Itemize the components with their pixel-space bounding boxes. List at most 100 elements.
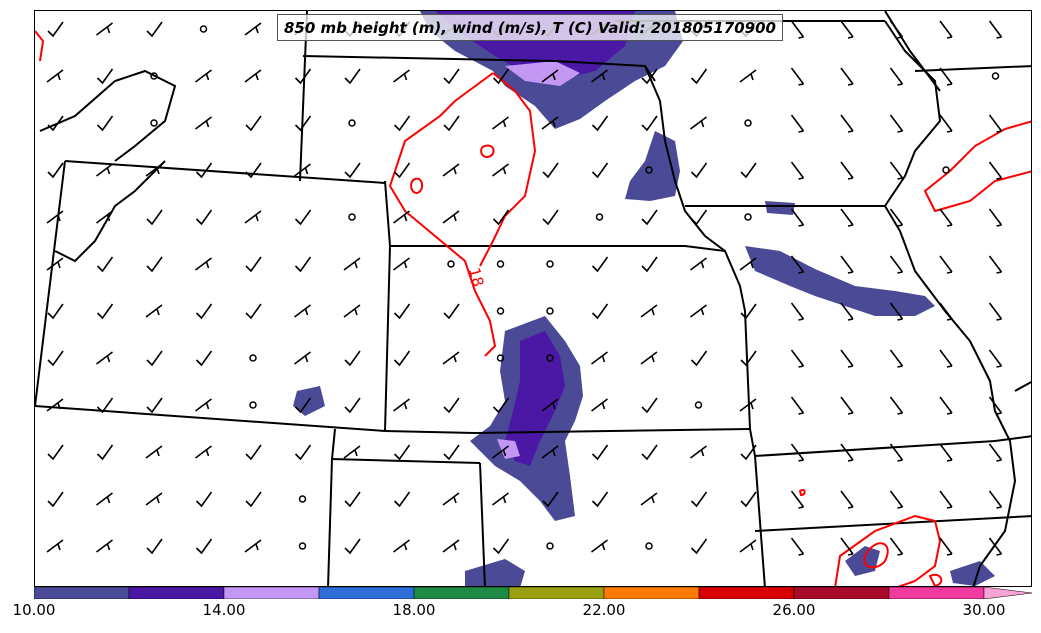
wind-barb xyxy=(145,304,163,318)
wind-barb xyxy=(344,397,361,414)
wind-barb xyxy=(988,161,1003,180)
wind-barb xyxy=(393,257,410,271)
wind-barb xyxy=(939,255,953,274)
wind-barb xyxy=(393,210,410,224)
wind-barb xyxy=(840,349,854,368)
shade-missouri-band xyxy=(745,246,935,316)
wind-barb xyxy=(641,115,658,132)
wind-barb xyxy=(790,537,805,556)
wind-barb xyxy=(96,303,114,320)
wind-barb xyxy=(988,349,1003,368)
wind-barb xyxy=(47,162,64,179)
calm-marker xyxy=(744,119,752,127)
contour-small-loop-a xyxy=(480,144,495,159)
wind-barb xyxy=(195,209,213,226)
wind-barb xyxy=(541,445,559,459)
wind-barb xyxy=(988,20,1003,39)
colorbar-bin xyxy=(603,587,700,599)
wind-barb xyxy=(393,69,410,83)
border-nw-lakes xyxy=(54,160,166,263)
wind-barb xyxy=(47,115,64,132)
wind-barb xyxy=(690,445,707,459)
wind-barb xyxy=(244,69,262,83)
colorbar xyxy=(34,587,1033,599)
calm-marker xyxy=(298,495,307,503)
wind-barb xyxy=(294,68,312,85)
wind-barb xyxy=(641,209,658,226)
temperature-contours xyxy=(35,30,1031,586)
wind-barb xyxy=(145,445,163,459)
colorbar-bin xyxy=(318,587,415,599)
colorbar-bin xyxy=(888,587,985,599)
wind-barb xyxy=(47,303,64,320)
wind-barb xyxy=(889,67,904,86)
wind-barb xyxy=(790,302,805,321)
wind-barb xyxy=(939,490,953,509)
wind-barb xyxy=(889,161,904,180)
wind-barb xyxy=(294,115,312,132)
wind-barb xyxy=(840,67,854,86)
wind-barb xyxy=(343,257,361,271)
wind-barb xyxy=(492,397,510,414)
wind-barb xyxy=(591,303,609,320)
calm-marker xyxy=(991,72,1000,80)
wind-barb xyxy=(146,256,163,273)
colorbar-bin xyxy=(223,587,320,599)
colorbar-label: 18.00 xyxy=(392,601,436,619)
wind-barb xyxy=(492,209,510,226)
wind-barb xyxy=(393,491,411,508)
wind-speed-shading xyxy=(293,11,995,586)
wind-barb xyxy=(640,492,658,506)
wind-barb xyxy=(690,491,708,508)
wind-barb xyxy=(393,539,410,553)
wind-barb xyxy=(790,255,805,274)
wind-barb xyxy=(591,539,608,553)
wind-barb xyxy=(591,256,609,273)
wind-barb xyxy=(542,209,559,226)
wind-barb xyxy=(96,397,114,414)
wind-barb xyxy=(47,491,64,508)
wind-barb xyxy=(889,443,904,462)
wind-barb xyxy=(195,303,213,320)
wind-barb xyxy=(889,208,904,227)
wind-barb xyxy=(492,492,509,506)
calm-markers xyxy=(150,25,1000,550)
wind-barb xyxy=(245,115,262,132)
wind-barb xyxy=(492,163,509,177)
border-ar-mo xyxy=(754,440,996,457)
border-wy-mt xyxy=(39,69,177,162)
wind-barb xyxy=(47,21,64,38)
wind-barb xyxy=(146,21,163,38)
wind-barb xyxy=(393,398,410,412)
wind-barb xyxy=(790,396,805,415)
border-ks-mo xyxy=(684,245,751,430)
wind-barb xyxy=(442,351,460,365)
wind-barb xyxy=(146,397,163,414)
calm-marker xyxy=(496,307,505,315)
map-canvas: 18 xyxy=(35,11,1031,586)
wind-barb xyxy=(790,161,805,180)
calm-marker xyxy=(298,542,307,550)
border-co-south xyxy=(35,405,386,432)
wind-barb xyxy=(541,398,559,412)
shade-tennessee-patch xyxy=(950,561,995,586)
wind-barb xyxy=(542,162,559,179)
colorbar-bin xyxy=(34,587,130,599)
wind-barb xyxy=(245,162,262,179)
wind-barb xyxy=(591,162,609,179)
border-ok-east xyxy=(749,428,766,586)
wind-barb xyxy=(443,68,460,85)
wind-barb xyxy=(542,491,559,508)
wind-barb xyxy=(690,68,708,85)
contour-se-1 xyxy=(834,514,942,586)
calm-marker xyxy=(447,260,455,268)
wind-barb xyxy=(889,490,904,509)
wind-barb xyxy=(96,22,113,36)
wind-barb xyxy=(195,491,213,508)
wind-barb xyxy=(690,209,708,226)
colorbar-bin xyxy=(793,587,890,599)
wind-barb xyxy=(988,302,1003,321)
wind-barb xyxy=(640,304,658,318)
wind-barb xyxy=(790,349,805,368)
colorbar-bin xyxy=(413,587,510,599)
